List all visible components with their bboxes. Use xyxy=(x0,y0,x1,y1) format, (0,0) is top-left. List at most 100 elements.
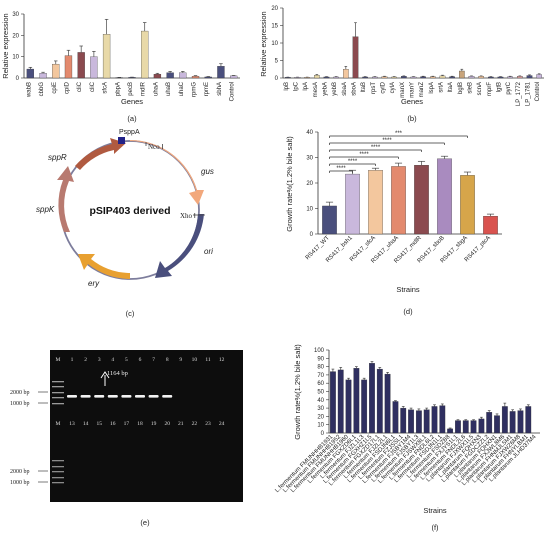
panel-f: 0 10 20 30 40 50 60 70 80 90 100 L.fermentum FMUNH… xyxy=(274,344,540,532)
y-tick-label: 20 xyxy=(12,33,19,39)
x-tick-label: bglB xyxy=(458,82,464,94)
ladder-band xyxy=(52,403,64,405)
x-tick-label: lpA xyxy=(303,82,309,91)
y-tick-label: 40 xyxy=(317,398,324,404)
y-tick-label: 20 xyxy=(306,181,313,187)
panel-b-x-tick-labels: lpB lpC lpA mesA yebA yebB sbaA sboA ltaB rpsT cyl… xyxy=(284,81,541,106)
ladder-band xyxy=(52,482,64,484)
bar xyxy=(494,415,500,434)
y-tick-label: 0 xyxy=(275,76,279,82)
y-tick-label: 15 xyxy=(271,24,278,30)
x-tick-label: scnA xyxy=(477,82,483,95)
y-tick-label: 30 xyxy=(306,156,313,162)
bar xyxy=(478,76,484,79)
panel-a-x-tick-labels: wabB cbbG cpiE cpiD cliC cliC sfcA pbpA pecB mdlR… xyxy=(26,81,235,101)
x-tick-label: uhaB xyxy=(166,82,172,96)
y-tick-label: 0 xyxy=(321,431,325,437)
bar xyxy=(517,76,523,79)
ery-arrow xyxy=(78,254,130,279)
bar xyxy=(179,72,187,79)
ladder-label-1000-top: 1000 bp xyxy=(10,401,30,407)
x-tick-label: yebA xyxy=(323,82,329,96)
ladder-label-2000-bottom: 2000 bp xyxy=(10,469,30,475)
bar xyxy=(381,76,388,79)
lane-number: 20 xyxy=(164,421,170,427)
bar xyxy=(455,420,461,434)
bar xyxy=(439,405,446,434)
lane-number: 16 xyxy=(110,421,116,427)
x-tick-label: srtA xyxy=(439,82,445,93)
bar xyxy=(330,371,336,434)
ladder-label-1000-bottom: 1000 bp xyxy=(10,480,30,486)
panel-a-bars xyxy=(26,18,238,79)
sppr-arrow xyxy=(75,138,126,170)
x-tick-label: wabB xyxy=(26,82,32,98)
bar xyxy=(323,76,330,79)
bar xyxy=(437,158,452,235)
bar xyxy=(517,410,524,434)
lane-number: 13 xyxy=(69,421,75,427)
x-tick-label: sbhA xyxy=(217,82,223,96)
panel-f-y-label: Growth rate%(1.2% bile salt) xyxy=(293,344,302,440)
y-tick-label: 20 xyxy=(271,6,278,12)
bar xyxy=(64,55,73,79)
bar xyxy=(368,170,383,235)
y-tick-label: 10 xyxy=(12,55,19,61)
bar xyxy=(462,420,469,434)
bar xyxy=(166,72,174,79)
y-tick-label: 100 xyxy=(314,348,325,354)
lane-number: 2 xyxy=(84,357,87,363)
panel-d-x-tick-labels: RS417_WTRS417_bsh1RS417_sfcARS417_uhaARS… xyxy=(305,235,492,265)
pcr-band xyxy=(148,395,159,398)
ladder-band xyxy=(52,471,64,473)
bar xyxy=(204,76,212,79)
sppk-arrow xyxy=(57,166,74,232)
panel-b-y-ticks: 0 5 10 15 20 xyxy=(271,6,283,82)
y-tick-label: 0 xyxy=(310,232,314,238)
lane-number: 19 xyxy=(151,421,157,427)
x-tick-label: sbaA xyxy=(342,82,348,96)
x-tick-label: manZ xyxy=(419,82,425,98)
x-tick-label: lspA xyxy=(429,82,435,94)
band-arrow-head xyxy=(100,371,110,379)
x-tick-label: lpC xyxy=(294,81,300,91)
bar xyxy=(191,76,200,79)
bar xyxy=(483,215,498,235)
bar xyxy=(391,166,406,235)
ladder-band xyxy=(52,392,64,394)
bar xyxy=(217,66,225,79)
x-tick-label: cylD xyxy=(381,81,387,93)
bar xyxy=(369,363,375,434)
ladder-band xyxy=(52,466,64,468)
panel-f-y-ticks: 0 10 20 30 40 50 60 70 80 90 100 xyxy=(314,348,329,437)
panel-b-label: (b) xyxy=(407,114,417,123)
x-tick-label: cliC xyxy=(90,81,96,92)
bar xyxy=(449,76,455,79)
ladder-band xyxy=(52,460,64,462)
pcr-band xyxy=(67,395,77,398)
bar xyxy=(400,407,407,434)
psppa-label: PsppA xyxy=(119,129,140,136)
x-tick-label: rpmG xyxy=(192,82,198,97)
panel-e-label: (e) xyxy=(140,518,150,527)
bar xyxy=(509,411,516,434)
y-tick-label: 10 xyxy=(306,207,313,213)
panel-d-bars xyxy=(322,155,498,235)
bar xyxy=(372,76,378,79)
x-tick-label: mprF xyxy=(487,82,493,96)
x-tick-label: cpiE xyxy=(52,82,58,94)
ladder-band xyxy=(52,397,64,399)
bar xyxy=(337,369,344,434)
nco-label: Nco Ⅰ xyxy=(148,143,163,151)
bar xyxy=(415,410,422,434)
bar xyxy=(478,418,485,434)
bar xyxy=(410,76,417,79)
gus-arrow xyxy=(130,140,204,205)
marker-lane-label-top: M xyxy=(56,357,61,363)
bar xyxy=(361,379,368,434)
